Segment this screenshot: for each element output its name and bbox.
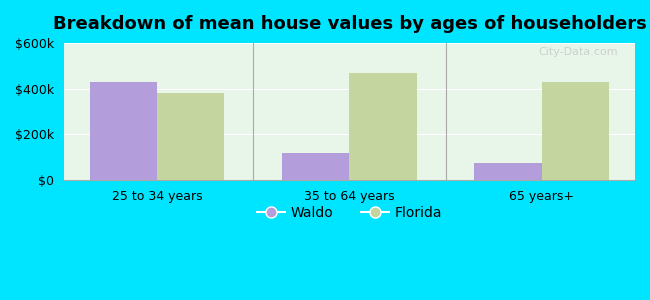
Bar — [282, 153, 350, 180]
Bar — [541, 82, 609, 180]
Bar — [157, 93, 224, 180]
Bar — [90, 82, 157, 180]
Legend: Waldo, Florida: Waldo, Florida — [252, 200, 447, 225]
Title: Breakdown of mean house values by ages of householders: Breakdown of mean house values by ages o… — [53, 15, 646, 33]
Bar — [474, 163, 541, 180]
Bar — [350, 73, 417, 180]
Text: City-Data.com: City-Data.com — [538, 47, 618, 57]
